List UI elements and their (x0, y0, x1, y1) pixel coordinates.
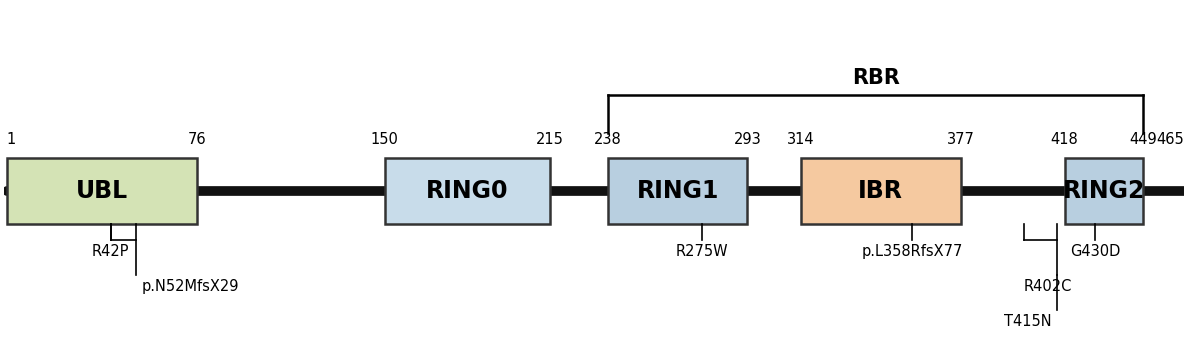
FancyBboxPatch shape (7, 158, 197, 224)
Text: RING1: RING1 (637, 179, 719, 203)
Text: 76: 76 (188, 132, 207, 147)
Text: RING2: RING2 (1063, 179, 1145, 203)
Text: p.L358RfsX77: p.L358RfsX77 (861, 244, 963, 259)
Text: UBL: UBL (76, 179, 128, 203)
Text: 1: 1 (7, 132, 15, 147)
Text: 293: 293 (734, 132, 762, 147)
Text: 377: 377 (947, 132, 974, 147)
Text: 238: 238 (594, 132, 621, 147)
FancyBboxPatch shape (385, 158, 550, 224)
Text: 465: 465 (1156, 132, 1183, 147)
Text: 418: 418 (1050, 132, 1079, 147)
Text: 314: 314 (786, 132, 815, 147)
Text: RBR: RBR (852, 68, 899, 88)
Text: G430D: G430D (1070, 244, 1120, 259)
Text: p.N52MfsX29: p.N52MfsX29 (141, 279, 239, 294)
Text: 449: 449 (1130, 132, 1157, 147)
FancyBboxPatch shape (1064, 158, 1143, 224)
Text: 150: 150 (371, 132, 399, 147)
FancyBboxPatch shape (801, 158, 961, 224)
FancyBboxPatch shape (608, 158, 747, 224)
Text: RING0: RING0 (426, 179, 508, 203)
Text: R275W: R275W (676, 244, 728, 259)
Text: R402C: R402C (1024, 279, 1073, 294)
Text: 215: 215 (536, 132, 563, 147)
Text: R42P: R42P (91, 244, 129, 259)
Text: IBR: IBR (858, 179, 903, 203)
Text: T415N: T415N (1004, 314, 1051, 329)
